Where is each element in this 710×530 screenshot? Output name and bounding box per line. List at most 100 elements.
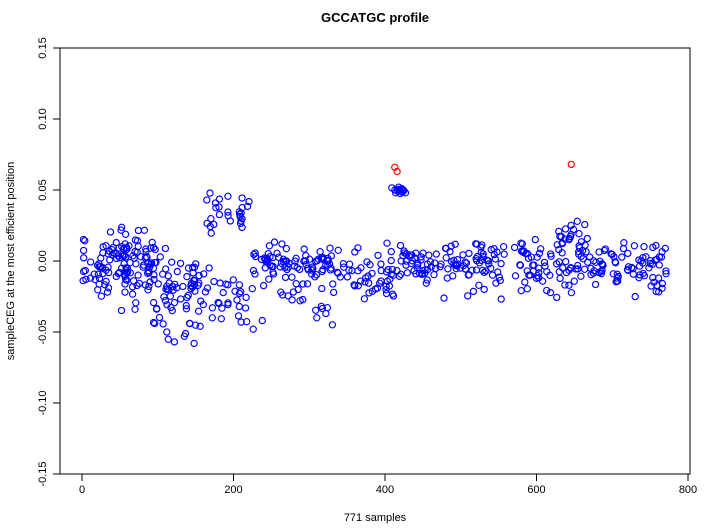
blue-data-point	[186, 319, 194, 328]
blue-data-point	[422, 279, 430, 287]
blue-data-point	[318, 284, 326, 293]
blue-low-point	[190, 339, 198, 348]
blue-data-point	[580, 265, 589, 273]
blue-data-point	[584, 258, 592, 266]
blue-data-point	[205, 264, 213, 272]
blue-data-point	[658, 248, 666, 256]
blue-data-point	[397, 257, 405, 265]
blue-data-point	[104, 284, 113, 292]
blue-data-point	[499, 243, 508, 251]
blue-data-point	[345, 260, 354, 268]
blue-data-point	[288, 273, 296, 281]
blue-data-point	[561, 235, 569, 243]
blue-data-point	[206, 189, 214, 197]
blue-data-point	[79, 235, 88, 244]
blue-data-point	[312, 306, 320, 314]
blue-data-point	[250, 250, 258, 259]
blue-data-point	[90, 270, 98, 278]
blue-data-point	[618, 253, 626, 261]
blue-data-point	[190, 263, 199, 271]
blue-data-point	[601, 245, 610, 253]
blue-data-point	[423, 266, 432, 274]
blue-data-point	[318, 267, 326, 276]
blue-data-point	[452, 265, 460, 273]
blue-data-point	[132, 299, 140, 307]
blue-data-point	[496, 276, 504, 285]
blue-data-point	[624, 249, 632, 258]
blue-data-point	[533, 253, 541, 261]
blue-data-point	[451, 240, 459, 248]
blue-data-point	[377, 266, 385, 275]
blue-data-point	[251, 252, 260, 261]
blue-data-point	[152, 305, 161, 313]
blue-data-point	[655, 288, 663, 296]
blue-data-point	[134, 242, 142, 250]
blue-data-point	[151, 245, 159, 254]
blue-data-point	[565, 281, 573, 289]
blue-low-point	[258, 316, 266, 325]
blue-data-point	[261, 264, 269, 272]
blue-data-point	[417, 256, 425, 264]
blue-cluster-point	[398, 184, 406, 193]
blue-data-point	[339, 260, 348, 268]
blue-data-point	[273, 249, 281, 257]
blue-data-point	[567, 264, 575, 272]
blue-data-point	[270, 238, 279, 246]
blue-data-point	[400, 247, 408, 255]
blue-data-point	[238, 204, 246, 212]
blue-data-point	[122, 253, 130, 261]
blue-data-point	[140, 226, 149, 234]
blue-data-point	[363, 258, 371, 266]
blue-data-point	[219, 288, 227, 297]
blue-data-point	[170, 298, 179, 307]
blue-data-point	[303, 264, 312, 272]
blue-data-point	[242, 293, 250, 302]
x-tick-label: 800	[679, 484, 697, 496]
blue-data-point	[640, 272, 649, 280]
blue-data-point	[102, 277, 110, 286]
blue-data-point	[581, 241, 589, 249]
blue-data-point	[546, 271, 554, 279]
blue-data-point	[360, 295, 369, 303]
blue-data-point	[207, 215, 215, 223]
blue-data-point	[268, 262, 276, 271]
blue-data-point	[648, 260, 657, 268]
blue-low-point	[131, 305, 139, 313]
blue-low-point	[180, 332, 188, 340]
x-tick-label: 0	[79, 484, 85, 496]
blue-data-point	[119, 252, 127, 261]
blue-data-point	[164, 335, 172, 343]
blue-data-point	[183, 272, 191, 281]
blue-data-point	[249, 266, 258, 275]
blue-data-point	[464, 271, 473, 279]
blue-data-point	[530, 261, 538, 269]
blue-data-point	[162, 265, 170, 273]
blue-data-point	[328, 321, 337, 329]
blue-data-point	[567, 221, 575, 230]
blue-data-point	[645, 264, 653, 272]
blue-data-point	[649, 243, 657, 252]
blue-data-point	[403, 269, 411, 277]
blue-data-point	[459, 251, 467, 259]
red-outlier-point	[567, 160, 575, 169]
blue-cluster-point	[400, 187, 408, 195]
blue-data-point	[412, 249, 420, 257]
blue-data-point	[480, 268, 488, 277]
blue-data-point	[495, 273, 503, 281]
blue-data-point	[362, 274, 370, 282]
x-axis-title: 771 samples	[344, 512, 407, 524]
blue-data-point	[215, 195, 224, 203]
blue-low-point	[237, 318, 245, 326]
blue-data-point	[251, 270, 259, 278]
blue-data-point	[538, 277, 547, 285]
blue-data-point	[277, 288, 285, 296]
blue-data-point	[383, 239, 391, 247]
blue-data-point	[583, 234, 591, 243]
blue-data-point	[374, 251, 382, 260]
blue-data-point	[351, 282, 359, 290]
blue-data-point	[475, 281, 483, 289]
blue-data-point	[523, 267, 531, 275]
blue-data-point	[218, 304, 226, 312]
blue-data-point	[555, 268, 563, 276]
blue-data-point	[441, 244, 450, 253]
